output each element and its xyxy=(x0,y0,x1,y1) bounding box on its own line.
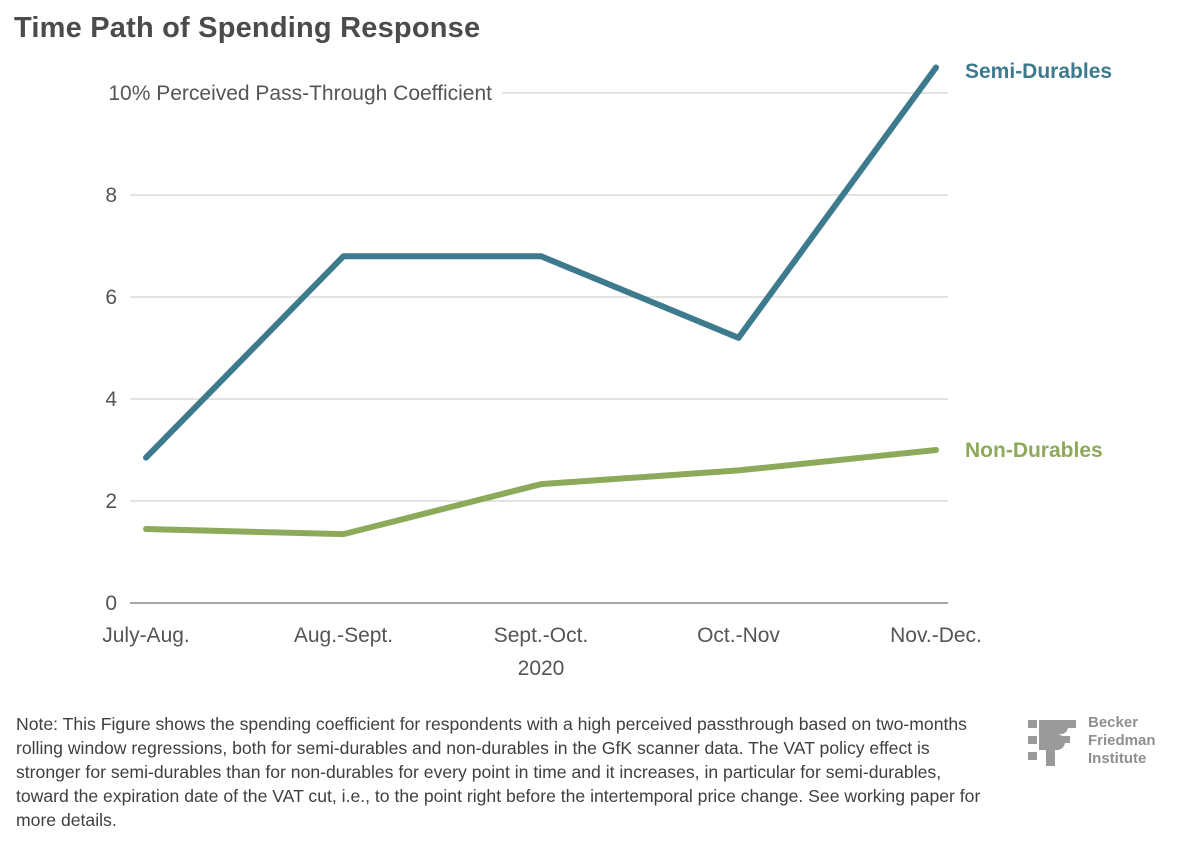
y-tick-labels: 0 2 4 6 8 10% Perceived Pass-Through Coeffici… xyxy=(105,82,492,615)
y-tick-label-8: 8 xyxy=(105,184,117,207)
gridlines xyxy=(130,92,948,604)
logo-line-2: Friedman xyxy=(1088,732,1156,749)
series-label-semi-durables: Semi-Durables xyxy=(965,60,1112,83)
becker-friedman-institute-logo: Becker Friedman Institute xyxy=(1026,714,1196,770)
chart-title: Time Path of Spending Response xyxy=(14,12,481,44)
logo-line-1: Becker xyxy=(1088,714,1139,731)
series-lines xyxy=(143,64,939,538)
figure-note: Note: This Figure shows the spending coe… xyxy=(16,714,981,830)
bf-logo-icon xyxy=(1028,720,1076,766)
x-tick-label-4: Nov.-Dec. xyxy=(890,624,982,647)
x-tick-labels: July-Aug. Aug.-Sept. Sept.-Oct. Oct.-Nov Nov… xyxy=(102,624,982,680)
line-chart: 0 2 4 6 8 10% Perceived Pass-Through Coeffici… xyxy=(102,60,1112,680)
series-label-non-durables: Non-Durables xyxy=(965,439,1103,462)
y-tick-label-4: 4 xyxy=(105,388,117,411)
y-tick-label-0: 0 xyxy=(105,592,117,615)
x-tick-label-2: Sept.-Oct. xyxy=(494,624,589,647)
x-axis-label: 2020 xyxy=(518,657,565,680)
y-tick-label-10: 10% Perceived Pass-Through Coefficient xyxy=(108,82,492,105)
y-tick-label-6: 6 xyxy=(105,286,117,309)
x-tick-label-1: Aug.-Sept. xyxy=(294,624,393,647)
series-line-non-durables xyxy=(143,447,939,538)
x-tick-label-3: Oct.-Nov xyxy=(697,624,780,647)
logo-line-3: Institute xyxy=(1088,750,1147,767)
y-tick-label-2: 2 xyxy=(105,490,117,513)
series-labels: Semi-Durables Non-Durables xyxy=(965,60,1112,462)
x-tick-label-0: July-Aug. xyxy=(102,624,190,647)
